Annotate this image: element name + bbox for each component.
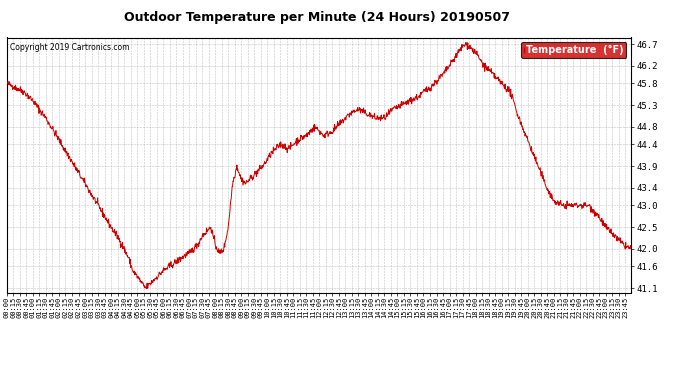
Text: Copyright 2019 Cartronics.com: Copyright 2019 Cartronics.com [10,43,130,52]
Text: Outdoor Temperature per Minute (24 Hours) 20190507: Outdoor Temperature per Minute (24 Hours… [124,11,511,24]
Legend: Temperature  (°F): Temperature (°F) [521,42,627,58]
